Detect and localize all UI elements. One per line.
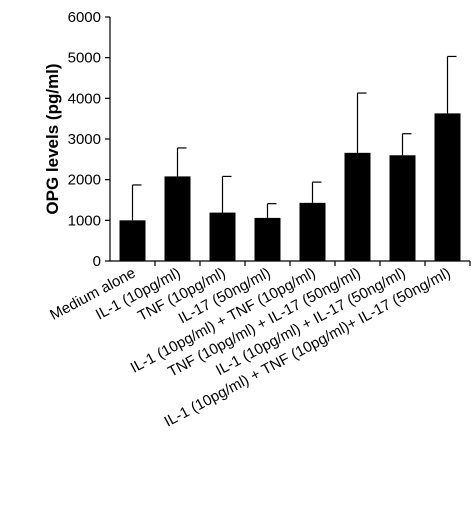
bar bbox=[344, 152, 371, 261]
y-tick-label: 4000 bbox=[68, 90, 101, 107]
bar bbox=[254, 217, 281, 261]
bar bbox=[164, 176, 191, 261]
y-axis-label: OPG levels (pg/ml) bbox=[43, 63, 62, 214]
y-tick-label: 3000 bbox=[68, 131, 101, 148]
y-tick-label: 5000 bbox=[68, 50, 101, 67]
bar bbox=[299, 202, 326, 261]
error-bars bbox=[131, 55, 457, 221]
y-tick-label: 2000 bbox=[68, 172, 101, 189]
x-axis bbox=[110, 260, 471, 266]
bar bbox=[389, 155, 416, 261]
y-tick-label: 6000 bbox=[68, 9, 101, 26]
bar bbox=[209, 212, 236, 261]
bar bbox=[434, 113, 461, 261]
y-axis: 0 1000 2000 3000 4000 5000 6000 bbox=[68, 9, 111, 270]
y-tick-label: 1000 bbox=[68, 212, 101, 229]
y-tick-label: 0 bbox=[93, 253, 101, 270]
bar bbox=[119, 220, 146, 261]
bars bbox=[119, 113, 461, 261]
